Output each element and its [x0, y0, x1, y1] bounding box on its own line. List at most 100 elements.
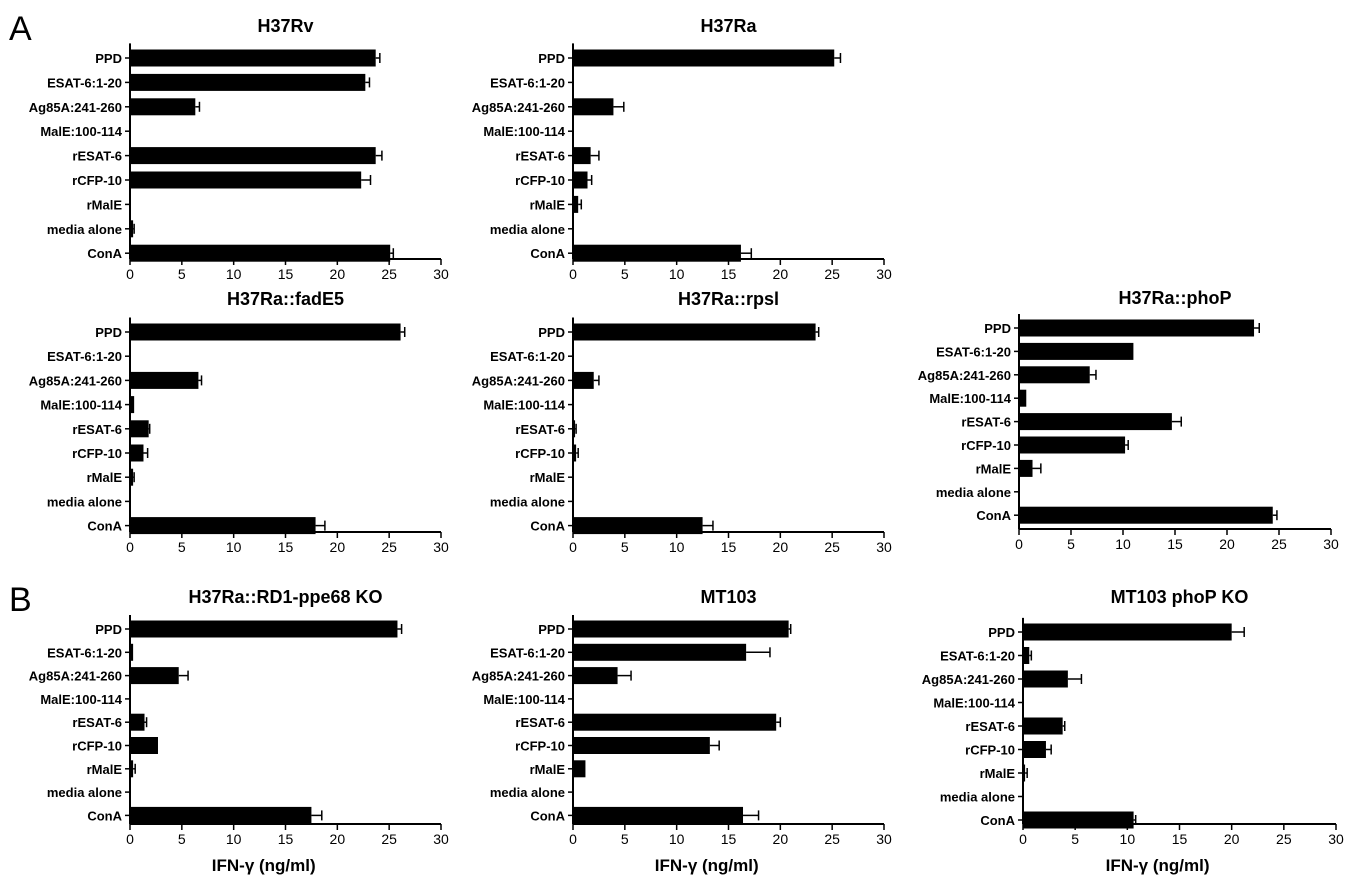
x-tick-label: 5	[178, 831, 186, 847]
x-tick-label: 5	[621, 831, 629, 847]
category-label: PPD	[538, 622, 565, 637]
chart-title: MT103 phoP KO	[1111, 587, 1249, 607]
bar	[130, 371, 199, 389]
x-tick-label: 5	[178, 266, 186, 282]
category-label: ConA	[530, 246, 565, 261]
category-label: MalE:100-114	[483, 692, 565, 707]
bar	[130, 667, 179, 685]
x-tick-label: 5	[621, 539, 629, 555]
x-tick-label: 30	[876, 539, 892, 555]
x-tick-label: 30	[433, 266, 449, 282]
bar	[573, 667, 618, 685]
x-tick-label: 20	[330, 539, 346, 555]
category-label: MalE:100-114	[483, 398, 565, 413]
chart-title: H37Ra::rpsl	[678, 289, 779, 309]
x-tick-label: 10	[669, 539, 685, 555]
bar	[130, 468, 134, 486]
category-label: rCFP-10	[72, 446, 122, 461]
x-tick-label: 20	[330, 266, 346, 282]
bar	[130, 806, 312, 824]
x-tick-label: 20	[773, 266, 789, 282]
category-label: rCFP-10	[961, 438, 1011, 453]
category-label: rMalE	[87, 470, 123, 485]
bar	[573, 371, 594, 389]
bar	[130, 171, 362, 189]
bar	[130, 643, 134, 661]
x-axis-label: IFN-γ (ng/ml)	[212, 856, 316, 875]
bar	[573, 244, 741, 262]
bar	[1019, 459, 1033, 477]
x-tick-label: 10	[226, 539, 242, 555]
category-label: ESAT-6:1-20	[47, 349, 122, 364]
category-label: rCFP-10	[72, 173, 122, 188]
category-label: rCFP-10	[72, 739, 122, 754]
category-label: ESAT-6:1-20	[490, 75, 565, 90]
x-tick-label: 0	[1015, 536, 1023, 552]
category-label: rMalE	[530, 762, 566, 777]
bar	[573, 517, 703, 535]
bar	[1019, 506, 1273, 524]
category-label: ConA	[980, 813, 1015, 828]
x-tick-label: 20	[330, 831, 346, 847]
x-tick-label: 10	[226, 831, 242, 847]
x-tick-label: 30	[433, 539, 449, 555]
x-tick-label: 5	[178, 539, 186, 555]
x-tick-label: 0	[569, 831, 577, 847]
category-label: ESAT-6:1-20	[490, 349, 565, 364]
category-label: rMalE	[976, 461, 1012, 476]
category-label: rESAT-6	[515, 715, 565, 730]
x-tick-label: 15	[1172, 831, 1188, 847]
bar	[1019, 342, 1134, 360]
x-tick-label: 25	[824, 266, 840, 282]
bar	[573, 713, 777, 731]
category-label: rESAT-6	[72, 715, 122, 730]
category-label: MalE:100-114	[40, 124, 122, 139]
bar	[573, 49, 835, 67]
bar	[1023, 811, 1134, 829]
x-tick-label: 5	[1071, 831, 1079, 847]
category-label: Ag85A:241-260	[472, 373, 565, 388]
x-tick-label: 20	[1224, 831, 1240, 847]
x-tick-label: 15	[721, 831, 737, 847]
bar	[1019, 436, 1126, 454]
bar	[130, 244, 391, 262]
chart-panel: MT103 phoP KO PPD ESAT-6:1-20 Ag85A:241-260…	[922, 587, 1344, 875]
category-label: media alone	[47, 494, 122, 509]
chart-panel: H37Ra::fadE5PPDESAT-6:1-20Ag85A:241-260M…	[29, 289, 449, 555]
category-label: PPD	[95, 622, 122, 637]
bar	[573, 323, 816, 341]
category-label: MalE:100-114	[483, 124, 565, 139]
category-label: rESAT-6	[72, 422, 122, 437]
category-label: ConA	[87, 246, 122, 261]
x-tick-label: 15	[278, 266, 294, 282]
bar	[573, 760, 586, 778]
x-tick-label: 25	[824, 539, 840, 555]
category-label: rMalE	[87, 762, 123, 777]
bar	[1023, 717, 1063, 735]
category-label: Ag85A:241-260	[472, 669, 565, 684]
chart-panel: H37Rv PPD ESAT-6:1-20 Ag85A:241-260 MalE:100…	[29, 16, 449, 282]
category-label: ConA	[530, 519, 565, 534]
category-label: rCFP-10	[515, 739, 565, 754]
bar	[573, 806, 744, 824]
category-label: rMalE	[530, 470, 566, 485]
category-label: ESAT-6:1-20	[940, 649, 1015, 664]
bar	[130, 737, 158, 754]
category-label: media alone	[47, 785, 122, 800]
bar	[130, 323, 401, 341]
category-label: MalE:100-114	[929, 391, 1011, 406]
category-label: Ag85A:241-260	[472, 100, 565, 115]
x-tick-label: 5	[621, 266, 629, 282]
x-tick-label: 10	[1120, 831, 1136, 847]
bar	[573, 620, 789, 638]
category-label: Ag85A:241-260	[29, 100, 122, 115]
bar	[130, 147, 376, 165]
bar	[1019, 413, 1172, 431]
category-label: ConA	[530, 808, 565, 823]
category-label: MalE:100-114	[40, 398, 122, 413]
x-tick-label: 0	[126, 266, 134, 282]
x-tick-label: 20	[773, 831, 789, 847]
category-label: ESAT-6:1-20	[490, 645, 565, 660]
